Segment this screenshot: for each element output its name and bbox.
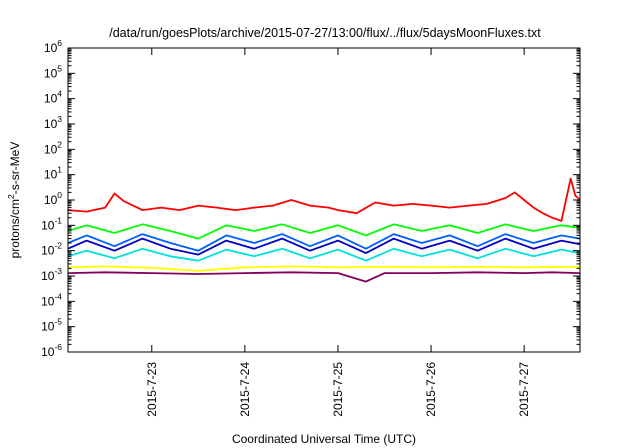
series-line-1: [67, 265, 581, 272]
y-tick-label: 10-2: [41, 241, 62, 258]
series-line-6: [67, 177, 581, 222]
y-tick-label: 10-1: [41, 215, 62, 232]
series-line-0: [67, 271, 581, 283]
y-tick-base: 10: [41, 320, 55, 334]
y-tick-base: 10: [41, 294, 55, 308]
x-tick-label: 2015-7-26: [424, 362, 438, 417]
y-tick-base: 10: [41, 345, 55, 359]
chart-title: /data/run/goesPlots/archive/2015-07-27/1…: [109, 26, 541, 40]
y-axis-label-sup: 2: [6, 194, 16, 199]
y-tick-exponent: 2: [57, 139, 62, 149]
series-line-4: [67, 237, 581, 256]
y-tick-exponent: 5: [57, 63, 62, 73]
y-tick-base: 10: [41, 244, 55, 258]
series-line-2: [67, 247, 581, 262]
y-tick-exponent: -2: [54, 241, 62, 251]
y-tick-base: 10: [41, 218, 55, 232]
x-axis: 2015-7-23 2015-7-24 2015-7-25 2015-7-26 2015…: [145, 48, 531, 417]
y-tick-label: 106: [44, 38, 62, 55]
y-tick-base: 10: [44, 168, 58, 182]
y-tick-label: 103: [44, 114, 62, 131]
y-tick-base: 10: [44, 66, 58, 80]
y-tick-exponent: -3: [54, 266, 62, 276]
y-tick-label: 10-4: [41, 291, 62, 308]
series-layer: [67, 177, 581, 283]
y-tick-label: 10-5: [41, 317, 62, 334]
y-tick-exponent: -1: [54, 215, 62, 225]
y-tick-label: 105: [44, 63, 62, 80]
y-tick-label: 102: [44, 139, 62, 156]
y-tick-exponent: -5: [54, 317, 62, 327]
y-axis: 10610510410310210110010-110-210-310-410-…: [41, 38, 580, 359]
y-tick-exponent: 4: [57, 89, 62, 99]
plot-frame: [67, 47, 581, 353]
y-tick-label: 10-3: [41, 266, 62, 283]
y-tick-base: 10: [44, 41, 58, 55]
y-tick-exponent: 3: [57, 114, 62, 124]
y-tick-base: 10: [44, 117, 58, 131]
y-tick-base: 10: [44, 92, 58, 106]
y-tick-exponent: 0: [57, 190, 62, 200]
y-tick-label: 101: [44, 165, 62, 182]
y-axis-label: protons/cm2-s-sr-MeV: [6, 142, 22, 259]
y-tick-exponent: -4: [54, 291, 62, 301]
x-tick-label: 2015-7-25: [331, 362, 345, 417]
y-tick-exponent: -6: [54, 342, 62, 352]
y-tick-exponent: 1: [57, 165, 62, 175]
y-tick-label: 10-6: [41, 342, 62, 359]
series-line-5: [67, 223, 581, 240]
y-tick-label: 100: [44, 190, 62, 207]
y-axis-label-suffix: -s-sr-MeV: [8, 142, 22, 195]
y-tick-exponent: 6: [57, 38, 62, 48]
x-tick-label: 2015-7-24: [238, 362, 252, 417]
y-axis-label-prefix: protons/cm: [8, 199, 22, 258]
y-tick-base: 10: [44, 142, 58, 156]
y-tick-base: 10: [41, 269, 55, 283]
y-tick-base: 10: [44, 193, 58, 207]
x-tick-label: 2015-7-27: [517, 362, 531, 417]
y-tick-label: 104: [44, 89, 62, 106]
series-line-3: [67, 233, 581, 252]
x-axis-label: Coordinated Universal Time (UTC): [232, 432, 416, 446]
x-tick-label: 2015-7-23: [145, 362, 159, 417]
